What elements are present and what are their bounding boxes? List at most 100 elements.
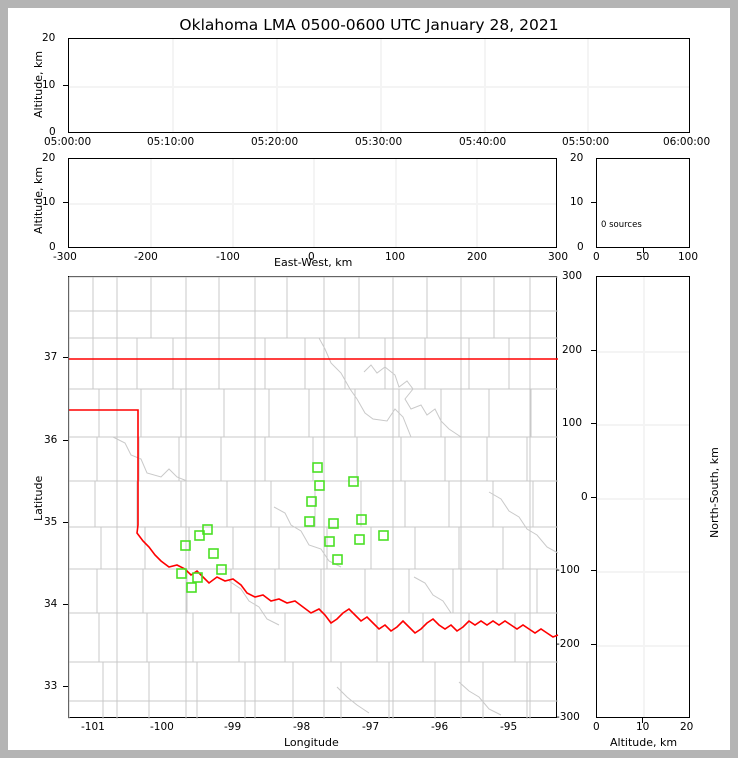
oklahoma-state-border: [69, 358, 559, 638]
xtick-label: 200: [467, 251, 488, 263]
ytick-label: 34: [44, 598, 58, 610]
xtick-label: 100: [678, 251, 699, 263]
gridline-h: [69, 86, 689, 88]
xtick-label: -96: [431, 721, 449, 733]
axis-label-latitude: Latitude: [32, 475, 45, 521]
xtick-label: -300: [53, 251, 77, 263]
axis-label-east-west: East-West, km: [274, 256, 353, 269]
ytick-label: 20: [42, 32, 56, 44]
xtick-label: 05:10:00: [147, 136, 195, 148]
ytick-mark: [591, 644, 596, 646]
map-geometry: [68, 276, 559, 719]
gridline-v: [476, 159, 478, 247]
xtick-mark: [642, 718, 644, 723]
xtick-label: 10: [636, 721, 650, 733]
gridline-v: [587, 39, 589, 132]
plan-view-map-panel[interactable]: [68, 276, 559, 719]
gridline-h: [69, 203, 556, 205]
gridline-h: [597, 498, 689, 500]
ytick-mark: [591, 350, 596, 352]
xtick-label: 300: [548, 251, 569, 263]
ytick-label: 10: [570, 196, 584, 208]
xtick-label: 20: [680, 721, 694, 733]
ytick-mark: [63, 357, 68, 359]
ytick-mark: [63, 440, 68, 442]
source-count-panel[interactable]: 0 sources: [596, 158, 690, 248]
xtick-label: 05:20:00: [251, 136, 299, 148]
xtick-label: 05:30:00: [355, 136, 403, 148]
ytick-label: 37: [44, 351, 58, 363]
ytick-label: 20: [42, 152, 56, 164]
ytick-label: 0: [581, 491, 588, 503]
figure-canvas: Oklahoma LMA 0500-0600 UTC January 28, 2…: [8, 8, 730, 750]
xtick-mark: [643, 248, 645, 253]
north-south-height-panel[interactable]: [596, 276, 690, 718]
county-lines: [68, 276, 559, 719]
xtick-label: -200: [134, 251, 158, 263]
gridline-v: [232, 159, 234, 247]
xtick-label: -99: [224, 721, 242, 733]
xtick-label: -98: [293, 721, 311, 733]
east-west-height-panel[interactable]: [68, 158, 557, 248]
page-title: Oklahoma LMA 0500-0600 UTC January 28, 2…: [179, 16, 559, 34]
axis-label-north-south: North-South, km: [708, 447, 721, 538]
lma-station-markers: [176, 462, 389, 593]
xtick-label: 05:40:00: [459, 136, 507, 148]
ytick-mark: [63, 85, 68, 87]
ytick-label: 10: [42, 196, 56, 208]
ytick-mark: [63, 686, 68, 688]
gridline-v: [380, 39, 382, 132]
axis-label-altitude: Altitude, km: [32, 50, 45, 118]
gridline-v: [313, 159, 315, 247]
ytick-label: -100: [556, 564, 580, 576]
xtick-label: 0: [593, 721, 600, 733]
source-count-annotation: 0 sources: [601, 220, 642, 230]
xtick-label: 50: [636, 251, 650, 263]
gridline-v: [395, 159, 397, 247]
gridline-v: [172, 39, 174, 132]
gridline-v: [276, 39, 278, 132]
gridline-v: [643, 277, 645, 717]
ytick-mark: [591, 423, 596, 425]
xtick-label: 0: [308, 251, 315, 263]
ytick-mark: [591, 202, 596, 204]
xtick-label: -100: [150, 721, 174, 733]
xtick-label: 05:00:00: [44, 136, 92, 148]
gridline-v: [150, 159, 152, 247]
ytick-label: 0: [577, 241, 584, 253]
ytick-label: -200: [556, 638, 580, 650]
ytick-mark: [591, 497, 596, 499]
axis-label-longitude: Longitude: [284, 736, 339, 749]
gridline-h: [597, 571, 689, 573]
gridline-v: [484, 39, 486, 132]
gridline-h: [597, 645, 689, 647]
ytick-label: 0: [49, 241, 56, 253]
time-height-panel[interactable]: [68, 38, 690, 133]
gridline-h: [597, 351, 689, 353]
xtick-label: 06:00:00: [663, 136, 711, 148]
xtick-label: -97: [362, 721, 380, 733]
ytick-mark: [63, 522, 68, 524]
xtick-label: -95: [500, 721, 518, 733]
xtick-label: 100: [385, 251, 406, 263]
xtick-label: 0: [593, 251, 600, 263]
xtick-label: -101: [81, 721, 105, 733]
ytick-label: -300: [556, 711, 580, 723]
ytick-label: 20: [570, 152, 584, 164]
ytick-label: 300: [562, 270, 583, 282]
ytick-label: 100: [562, 417, 583, 429]
ytick-label: 200: [562, 344, 583, 356]
ytick-label: 36: [44, 434, 58, 446]
ytick-label: 35: [44, 516, 58, 528]
xtick-label: 05:50:00: [562, 136, 610, 148]
gridline-h: [597, 424, 689, 426]
ytick-mark: [63, 604, 68, 606]
xtick-label: -100: [216, 251, 240, 263]
ytick-label: 10: [42, 79, 56, 91]
ytick-mark: [63, 202, 68, 204]
axis-label-altitude-bottom: Altitude, km: [610, 736, 678, 749]
axis-label-altitude: Altitude, km: [32, 166, 45, 234]
ytick-label: 33: [44, 680, 58, 692]
ytick-label: 0: [49, 126, 56, 138]
ytick-mark: [591, 570, 596, 572]
